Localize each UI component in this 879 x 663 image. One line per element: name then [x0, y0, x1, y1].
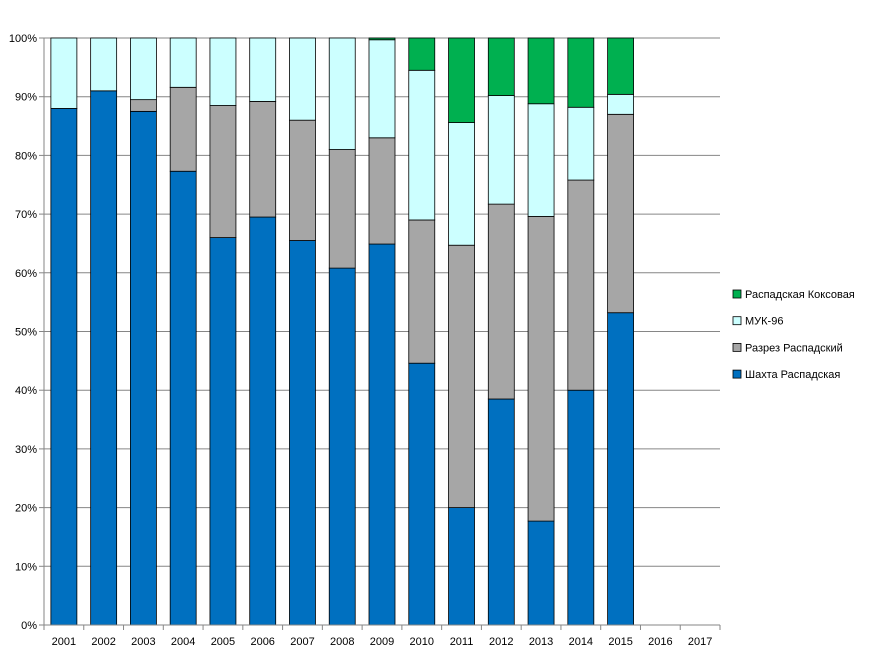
bar-2006-series-0	[249, 216, 277, 626]
y-tick-label: 60%	[15, 268, 37, 280]
bar-2013-series-2	[527, 103, 555, 217]
bar-2010-series-1	[408, 219, 436, 364]
bar-2011-series-2	[448, 122, 475, 246]
bar-2011-series-0	[448, 507, 475, 626]
bar-2015-series-3	[607, 37, 634, 95]
y-axis-tick-labels: 0% 10% 20% 30% 40% 50% 60% 70% 80% 90% 100%	[9, 33, 37, 632]
y-tick-label: 30%	[15, 444, 37, 456]
y-tick-label: 20%	[15, 503, 37, 515]
bar-series	[50, 37, 634, 626]
x-tick-label: 2005	[211, 636, 235, 648]
legend-swatch-1	[732, 342, 742, 352]
legend-label: Распадская Коксовая	[745, 289, 855, 301]
x-tick-label: 2004	[171, 636, 195, 648]
bar-2003-series-0	[130, 110, 157, 626]
bar-2010-series-0	[408, 362, 436, 626]
x-tick-label: 2012	[489, 636, 513, 648]
legend-swatch-0	[732, 369, 742, 379]
bar-2007-series-0	[289, 240, 316, 626]
bar-2008-series-0	[328, 267, 356, 626]
x-tick-label: 2006	[250, 636, 274, 648]
bar-2015-series-1	[607, 113, 634, 314]
x-tick-label: 2001	[52, 636, 76, 648]
x-tick-label: 2016	[648, 636, 672, 648]
bar-2004-series-1	[169, 86, 197, 172]
axes	[43, 38, 721, 630]
bar-2013-series-1	[527, 216, 555, 522]
bar-2011-series-1	[448, 244, 475, 509]
x-tick-label: 2002	[91, 636, 115, 648]
legend: Распадская Коксовая МУК-96 Разрез Распадск…	[732, 289, 855, 381]
x-tick-label: 2003	[131, 636, 155, 648]
x-tick-label: 2013	[529, 636, 553, 648]
bar-2005-series-2	[209, 37, 237, 106]
bar-2013-series-0	[527, 520, 555, 626]
y-tick-label: 50%	[15, 327, 37, 339]
bar-2008-series-2	[328, 37, 356, 150]
bar-2012-series-3	[487, 37, 515, 96]
bar-2004-series-0	[169, 170, 197, 626]
bar-2015-series-2	[607, 93, 634, 115]
bar-2014-series-3	[567, 37, 595, 108]
x-tick-label: 2007	[290, 636, 314, 648]
y-tick-label: 90%	[15, 92, 37, 104]
bar-2012-series-2	[487, 95, 515, 205]
bar-2009-series-2	[368, 39, 396, 139]
bar-2003-series-1	[130, 99, 157, 112]
legend-label: Разрез Распадский	[745, 342, 843, 354]
x-tick-label: 2011	[450, 636, 474, 648]
x-tick-label: 2008	[330, 636, 354, 648]
y-tick-label: 70%	[15, 209, 37, 221]
y-tick-label: 40%	[15, 385, 37, 397]
bar-2005-series-1	[209, 105, 237, 238]
bar-2015-series-0	[607, 312, 634, 626]
legend-label: МУК-96	[745, 316, 783, 328]
bar-2010-series-3	[408, 37, 436, 71]
bar-2003-series-2	[130, 37, 157, 101]
bar-2006-series-2	[249, 37, 277, 102]
bar-2005-series-0	[209, 237, 237, 626]
bar-2007-series-2	[289, 37, 316, 121]
bar-2012-series-1	[487, 203, 515, 400]
legend-swatch-2	[732, 316, 742, 326]
bar-2013-series-3	[527, 37, 555, 105]
bar-2002-series-0	[90, 90, 118, 626]
bar-2011-series-3	[448, 37, 475, 123]
bar-2006-series-1	[249, 100, 277, 218]
legend-swatch-3	[732, 289, 742, 299]
x-tick-label: 2017	[688, 636, 712, 648]
bar-2009-series-1	[368, 137, 396, 245]
bar-2012-series-0	[487, 398, 515, 626]
bar-2004-series-2	[169, 37, 197, 88]
bar-2014-series-0	[567, 389, 595, 626]
bar-2009-series-3	[368, 37, 396, 41]
bar-2014-series-1	[567, 179, 595, 391]
y-tick-label: 80%	[15, 150, 37, 162]
y-tick-label: 10%	[15, 561, 37, 573]
y-tick-label: 100%	[9, 33, 37, 45]
bar-2002-series-2	[90, 37, 118, 92]
bar-2001-series-0	[50, 108, 78, 626]
bar-2009-series-0	[368, 243, 396, 626]
y-tick-label: 0%	[21, 620, 37, 632]
bar-2001-series-2	[50, 37, 78, 109]
bar-2007-series-1	[289, 119, 316, 241]
bar-2008-series-1	[328, 149, 356, 269]
x-axis-tick-labels: 2001 2002 2003 2004 2005 2006 2007 2008 2009 2010…	[52, 636, 713, 648]
x-tick-label: 2014	[569, 636, 593, 648]
bar-2014-series-2	[567, 106, 595, 181]
bar-2010-series-2	[408, 69, 436, 221]
x-tick-label: 2010	[410, 636, 434, 648]
x-tick-label: 2015	[608, 636, 632, 648]
x-tick-label: 2009	[370, 636, 394, 648]
legend-label: Шахта Распадская	[745, 369, 840, 381]
